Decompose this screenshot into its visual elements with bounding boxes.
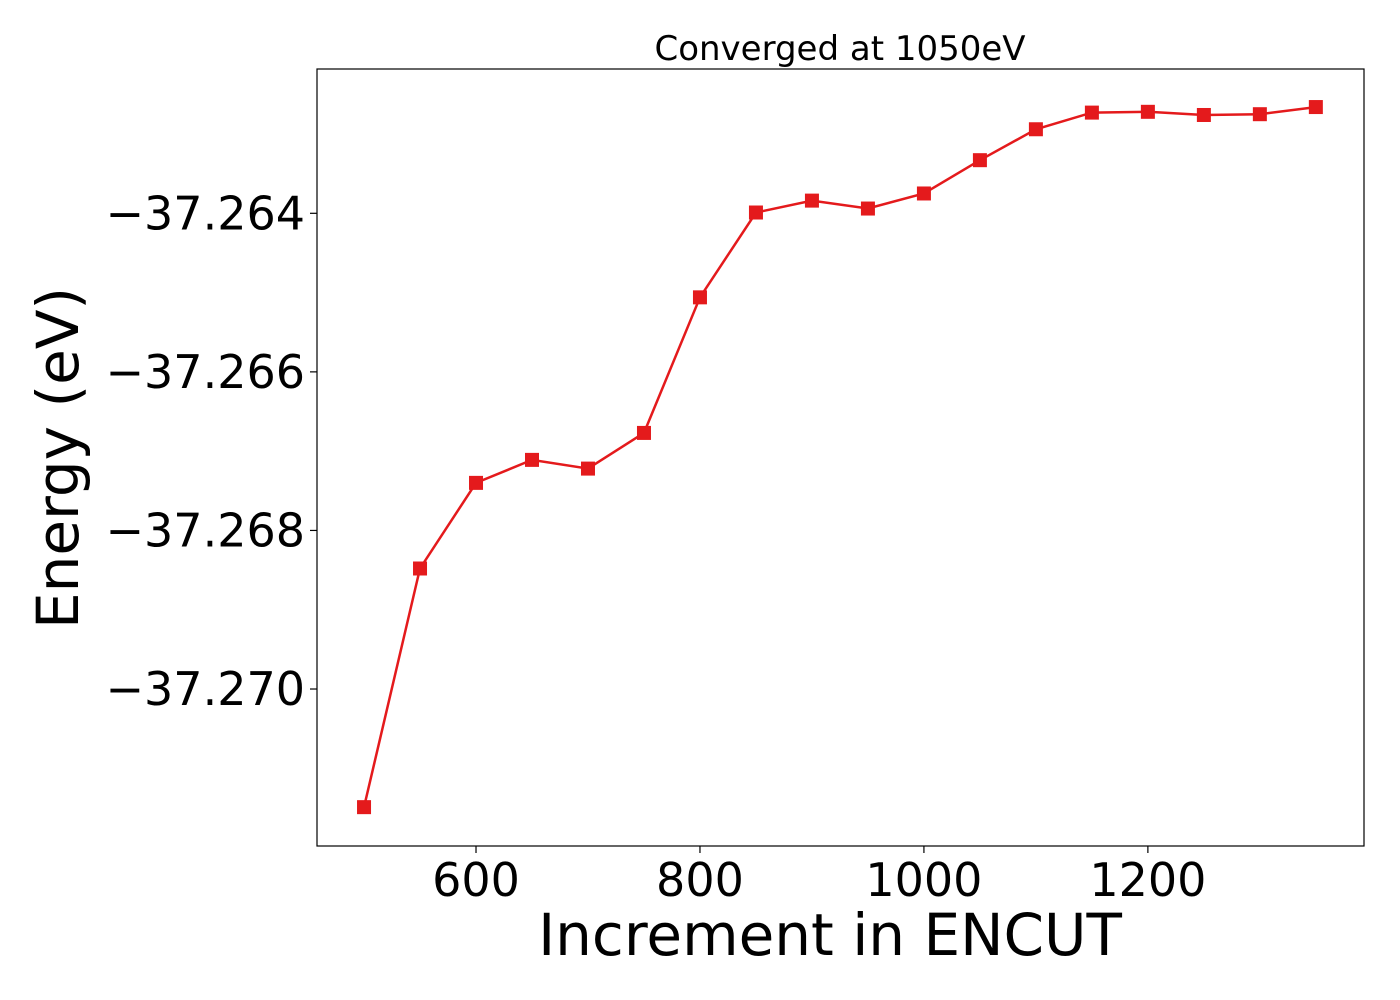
x-tick-label: 600 xyxy=(432,853,520,907)
y-tick-label: −37.266 xyxy=(106,345,306,399)
series-line xyxy=(362,105,1316,808)
x-axis-label: Increment in ENCUT xyxy=(538,901,1122,969)
x-axis-ticks: 600 800 1000 1200 xyxy=(432,846,1206,907)
data-point xyxy=(916,186,931,201)
data-point xyxy=(804,193,819,208)
data-point xyxy=(580,461,595,476)
x-tick-label: 800 xyxy=(656,853,744,907)
chart-title: Converged at 1050eV xyxy=(654,29,1025,69)
y-tick-label: −37.264 xyxy=(106,186,306,240)
y-axis-label: Energy (eV) xyxy=(24,287,92,629)
y-tick-label: −37.270 xyxy=(106,662,306,716)
data-point xyxy=(1196,107,1211,122)
data-point xyxy=(1252,107,1267,122)
data-point xyxy=(1084,105,1099,120)
data-point xyxy=(357,800,372,815)
data-point xyxy=(692,290,707,305)
data-point xyxy=(1308,100,1323,115)
data-point xyxy=(1028,122,1043,137)
plot-area xyxy=(316,68,1365,847)
y-tick-label: −37.268 xyxy=(106,503,306,557)
data-point xyxy=(413,561,428,576)
data-point xyxy=(972,153,987,168)
data-point xyxy=(524,452,539,467)
data-point xyxy=(748,205,763,220)
data-point xyxy=(1140,104,1155,119)
y-axis-ticks: −37.264 −37.266 −37.268 −37.270 xyxy=(106,186,317,716)
data-point xyxy=(636,425,651,440)
x-tick-label: 1000 xyxy=(865,853,982,907)
data-point xyxy=(469,475,484,490)
series-layer xyxy=(357,100,1323,815)
x-tick-label: 1200 xyxy=(1089,853,1206,907)
data-point xyxy=(860,201,875,216)
